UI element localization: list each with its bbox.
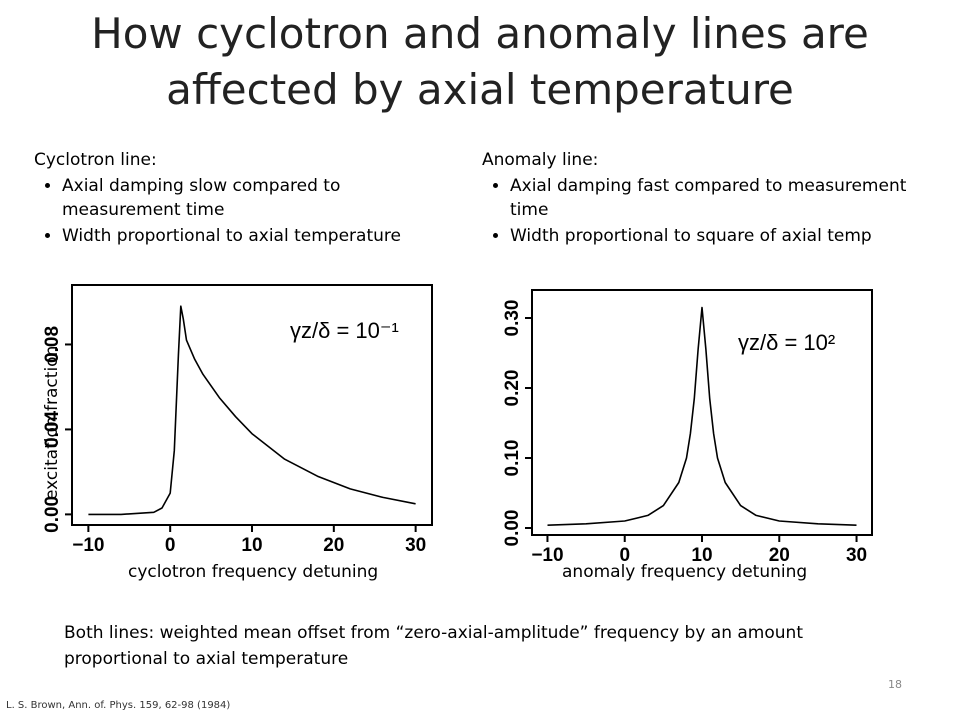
cyclotron-bullet: Width proportional to axial temperature	[62, 224, 464, 248]
cyclotron-x-tick-label: 30	[405, 535, 426, 556]
cyclotron-y-tick-label: 0.00	[42, 496, 63, 533]
cyclotron-x-tick-label: −10	[72, 535, 104, 556]
anomaly-x-tick-label: 20	[769, 545, 790, 565]
cyclotron-x-tick-label: 10	[241, 535, 262, 556]
cyclotron-series-line	[88, 305, 416, 516]
anomaly-x-tick-label: 30	[846, 545, 867, 565]
citation: L. S. Brown, Ann. of. Phys. 159, 62-98 (…	[6, 700, 231, 711]
cyclotron-description: Cyclotron line: Axial damping slow compa…	[34, 148, 464, 250]
cyclotron-x-axis-label: cyclotron frequency detuning	[128, 562, 379, 582]
y-axis-label: excitation fraction	[42, 345, 62, 500]
anomaly-x-tick-label: 10	[691, 545, 712, 565]
anomaly-x-axis-label: anomaly frequency detuning	[562, 562, 808, 582]
anomaly-plot-frame	[531, 289, 873, 536]
anomaly-bullet-list: Axial damping fast compared to measureme…	[482, 174, 942, 248]
anomaly-y-tick-label: 0.00	[502, 510, 523, 547]
anomaly-bullet: Width proportional to square of axial te…	[510, 224, 942, 248]
slide-title-line-2: affected by axial temperature	[166, 65, 794, 114]
cyclotron-plot-annotation: γz/δ = 10⁻¹	[290, 318, 399, 343]
anomaly-y-tick-label: 0.10	[502, 440, 523, 477]
anomaly-x-tick-label: 0	[619, 545, 630, 565]
cyclotron-y-tick-label: 0.08	[42, 326, 63, 363]
cyclotron-heading: Cyclotron line:	[34, 150, 157, 170]
anomaly-series-line	[547, 306, 857, 526]
anomaly-heading: Anomaly line:	[482, 150, 599, 170]
anomaly-bullet: Axial damping fast compared to measureme…	[510, 174, 942, 222]
anomaly-y-tick-label: 0.30	[502, 300, 523, 337]
cyclotron-y-tick-label: 0.04	[42, 411, 63, 448]
anomaly-x-tick-label: −10	[531, 545, 563, 565]
cyclotron-bullet: Axial damping slow compared to measureme…	[62, 174, 464, 222]
cyclotron-x-tick-label: 20	[323, 535, 344, 556]
anomaly-description: Anomaly line: Axial damping fast compare…	[482, 148, 942, 250]
cyclotron-line-plot: γz/δ = 10⁻¹ −10 0 10 20 30 0.00 0.04 0.08	[42, 284, 433, 556]
anomaly-line-plot: γz/δ = 10² −10 0 10 20 30 0.00 0.10 0.20 0.30	[502, 289, 873, 565]
cyclotron-x-tick-label: 0	[165, 535, 176, 556]
summary-text: Both lines: weighted mean offset from “z…	[64, 623, 803, 669]
page-number: 18	[888, 678, 902, 691]
anomaly-y-tick-label: 0.20	[502, 370, 523, 407]
anomaly-plot-annotation: γz/δ = 10²	[738, 330, 835, 355]
cyclotron-bullet-list: Axial damping slow compared to measureme…	[34, 174, 464, 248]
slide-title: How cyclotron and anomaly lines are affe…	[0, 6, 960, 118]
slide-title-line-1: How cyclotron and anomaly lines are	[91, 9, 869, 58]
